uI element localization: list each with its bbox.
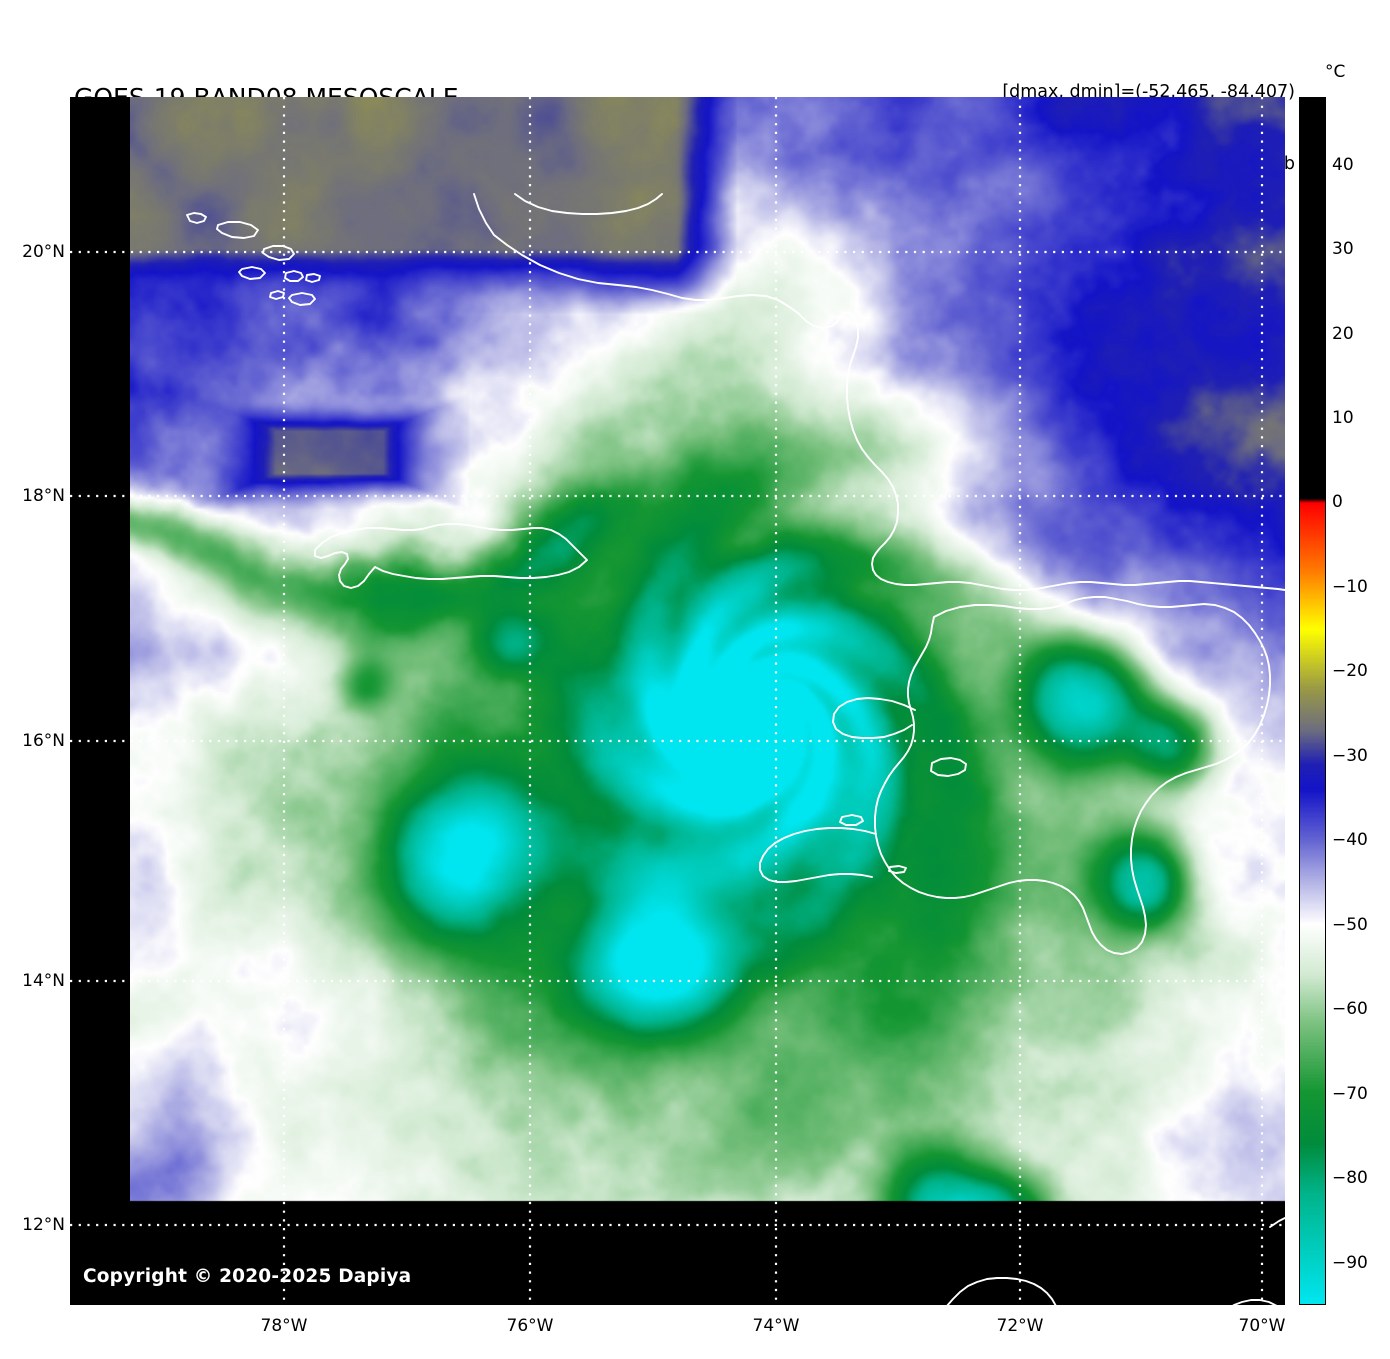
- colorbar-tick-label: −80: [1332, 1168, 1368, 1189]
- colorbar-tick-label: 0: [1332, 492, 1343, 513]
- colorbar-tick-label: −20: [1332, 661, 1368, 682]
- y-tick-label: 20°N: [22, 242, 65, 262]
- colorbar-tick-label: 20: [1332, 323, 1354, 344]
- colorbar-tick-label: 10: [1332, 408, 1354, 428]
- y-tick-label: 16°N: [22, 731, 65, 751]
- x-tick-label: 76°W: [506, 1316, 554, 1336]
- colorbar-tick-label: 30: [1332, 239, 1354, 260]
- y-tick-label: 14°N: [22, 971, 65, 991]
- temperature-colorbar[interactable]: [1299, 97, 1326, 1305]
- colorbar-tick-label: −50: [1332, 914, 1368, 935]
- colorbar-tick-label: −60: [1332, 999, 1368, 1020]
- y-tick-label: 12°N: [22, 1215, 65, 1235]
- colorbar-tick-label: −70: [1332, 1083, 1368, 1104]
- x-tick-label: 78°W: [260, 1316, 308, 1336]
- x-tick-label: 72°W: [996, 1316, 1044, 1336]
- colorbar-unit-label: °C: [1325, 62, 1346, 82]
- y-tick-label: 18°N: [22, 486, 65, 506]
- colorbar-tick-label: 40: [1332, 154, 1354, 175]
- colorbar-tick-label: −90: [1332, 1252, 1368, 1273]
- satellite-image-plot[interactable]: Copyright © 2020-2025 Dapiya: [70, 97, 1285, 1305]
- x-tick-label: 70°W: [1238, 1316, 1286, 1336]
- satellite-raster: [130, 97, 1285, 1252]
- copyright-notice: Copyright © 2020-2025 Dapiya: [83, 1266, 412, 1287]
- colorbar-tick-label: −40: [1332, 830, 1368, 851]
- x-tick-label: 74°W: [752, 1316, 800, 1336]
- colorbar-tick-label: −10: [1332, 576, 1368, 597]
- colorbar-tick-label: −30: [1332, 745, 1368, 766]
